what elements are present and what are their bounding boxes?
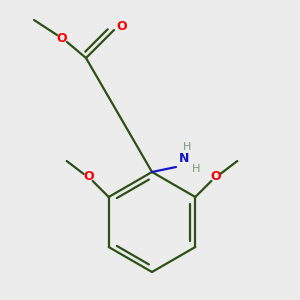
Text: N: N [179, 152, 189, 166]
Text: H: H [183, 142, 191, 152]
Text: O: O [117, 20, 127, 32]
Text: O: O [210, 170, 220, 184]
Text: H: H [192, 164, 200, 174]
Text: O: O [57, 32, 67, 44]
Text: O: O [83, 170, 94, 184]
